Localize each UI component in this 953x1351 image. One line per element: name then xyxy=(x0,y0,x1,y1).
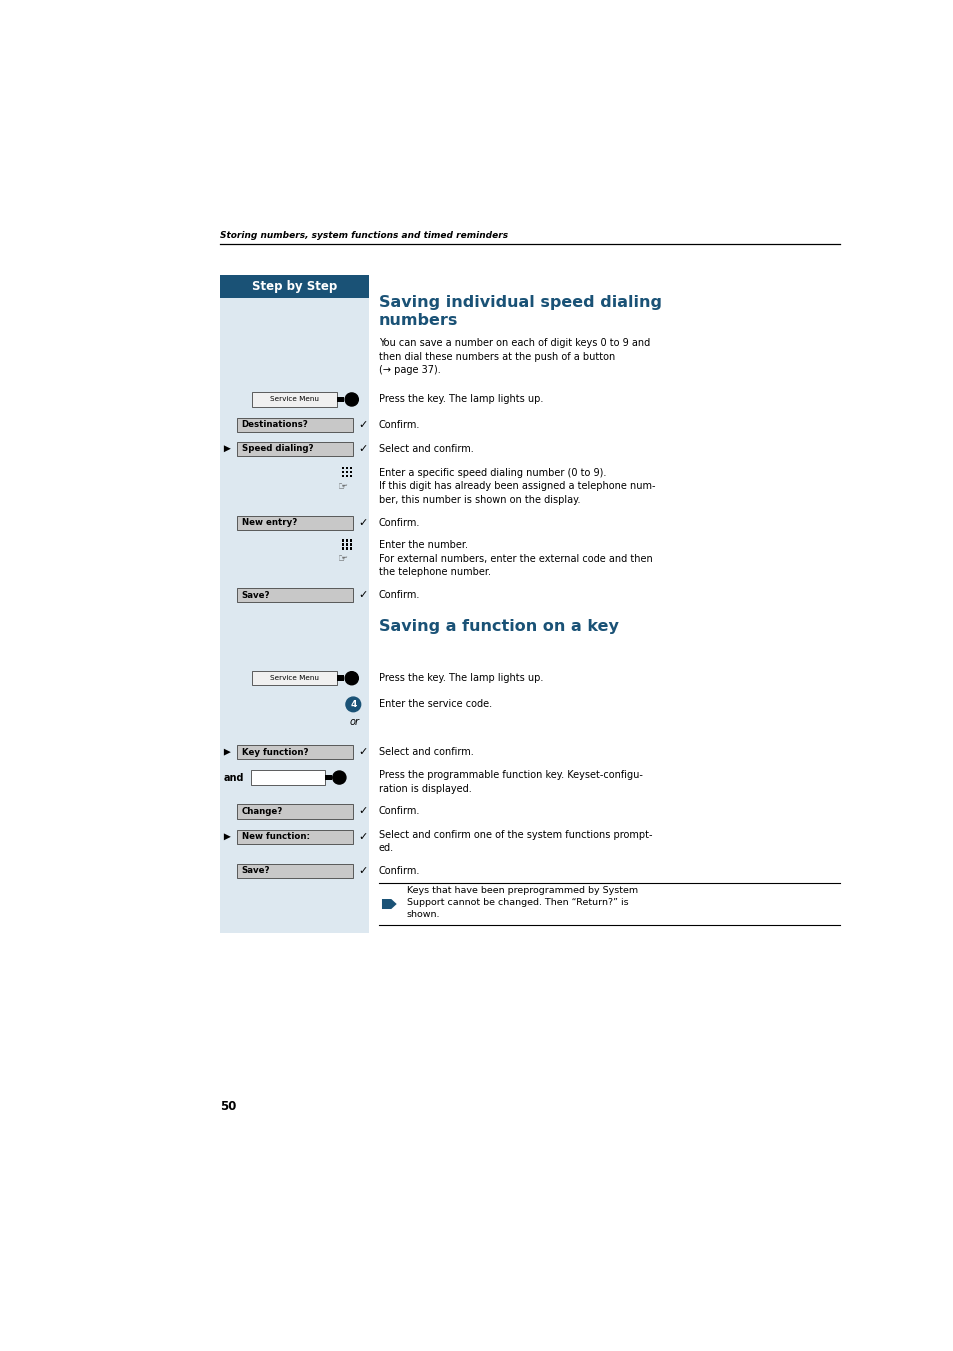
Text: Saving a function on a key: Saving a function on a key xyxy=(378,619,618,634)
Text: Press the key. The lamp lights up.: Press the key. The lamp lights up. xyxy=(378,394,542,404)
FancyBboxPatch shape xyxy=(324,774,332,781)
FancyBboxPatch shape xyxy=(236,516,353,530)
Text: You can save a number on each of digit keys 0 to 9 and
then dial these numbers a: You can save a number on each of digit k… xyxy=(378,339,649,374)
Circle shape xyxy=(333,771,346,784)
FancyBboxPatch shape xyxy=(236,442,353,455)
Circle shape xyxy=(346,697,360,712)
FancyBboxPatch shape xyxy=(236,588,353,603)
Text: Keys that have been preprogrammed by System
Support cannot be changed. Then “Ret: Keys that have been preprogrammed by Sys… xyxy=(406,886,638,919)
Bar xyxy=(349,539,352,542)
Text: Service Menu: Service Menu xyxy=(270,396,318,403)
Bar xyxy=(345,466,348,469)
Text: ✓: ✓ xyxy=(357,590,367,600)
FancyBboxPatch shape xyxy=(236,804,353,819)
Text: Press the key. The lamp lights up.: Press the key. The lamp lights up. xyxy=(378,673,542,684)
Circle shape xyxy=(345,671,358,685)
Text: Confirm.: Confirm. xyxy=(378,420,420,430)
Text: Step by Step: Step by Step xyxy=(252,280,336,293)
Text: Enter a specific speed dialing number (0 to 9).
If this digit has already been a: Enter a specific speed dialing number (0… xyxy=(378,467,655,504)
Text: Saving individual speed dialing
numbers: Saving individual speed dialing numbers xyxy=(378,296,661,328)
Polygon shape xyxy=(224,834,231,840)
Text: Storing numbers, system functions and timed reminders: Storing numbers, system functions and ti… xyxy=(220,231,508,240)
Text: Service Menu: Service Menu xyxy=(270,676,318,681)
Text: New function:: New function: xyxy=(241,832,310,842)
Text: ✓: ✓ xyxy=(357,517,367,528)
Bar xyxy=(341,470,344,473)
Circle shape xyxy=(345,393,358,407)
Polygon shape xyxy=(224,446,231,453)
Bar xyxy=(341,474,344,477)
Text: 50: 50 xyxy=(220,1100,236,1113)
Text: Destinations?: Destinations? xyxy=(241,420,308,430)
Text: ✓: ✓ xyxy=(357,747,367,757)
Text: Select and confirm.: Select and confirm. xyxy=(378,443,473,454)
Text: New entry?: New entry? xyxy=(241,519,296,527)
FancyBboxPatch shape xyxy=(336,676,344,681)
FancyBboxPatch shape xyxy=(236,417,353,432)
Text: Press the programmable function key. Keyset-configu-
ration is displayed.: Press the programmable function key. Key… xyxy=(378,770,642,793)
Text: Select and confirm one of the system functions prompt-
ed.: Select and confirm one of the system fun… xyxy=(378,830,652,852)
Bar xyxy=(349,470,352,473)
FancyArrow shape xyxy=(381,898,396,909)
Bar xyxy=(345,470,348,473)
Bar xyxy=(345,539,348,542)
FancyBboxPatch shape xyxy=(220,297,369,934)
Text: Enter the service code.: Enter the service code. xyxy=(378,700,492,709)
FancyBboxPatch shape xyxy=(336,397,344,403)
Text: ✓: ✓ xyxy=(357,420,367,430)
Bar xyxy=(341,543,344,546)
Text: and: and xyxy=(224,773,244,782)
Text: ✓: ✓ xyxy=(357,807,367,816)
Text: Enter the number.
For external numbers, enter the external code and then
the tel: Enter the number. For external numbers, … xyxy=(378,540,652,577)
Bar xyxy=(345,543,348,546)
Text: ✓: ✓ xyxy=(357,832,367,842)
Text: ☞: ☞ xyxy=(337,482,348,492)
FancyBboxPatch shape xyxy=(236,863,353,878)
Text: Save?: Save? xyxy=(241,866,270,875)
FancyBboxPatch shape xyxy=(251,770,324,785)
Polygon shape xyxy=(224,748,231,755)
FancyBboxPatch shape xyxy=(236,830,353,844)
Text: Select and confirm.: Select and confirm. xyxy=(378,747,473,757)
Bar xyxy=(341,547,344,550)
Text: ✓: ✓ xyxy=(357,866,367,875)
Bar xyxy=(349,466,352,469)
FancyBboxPatch shape xyxy=(220,274,369,297)
FancyBboxPatch shape xyxy=(252,392,336,407)
Text: Change?: Change? xyxy=(241,807,283,816)
Text: 4: 4 xyxy=(350,700,356,709)
Bar xyxy=(345,474,348,477)
Text: Speed dialing?: Speed dialing? xyxy=(241,444,313,453)
Text: Confirm.: Confirm. xyxy=(378,517,420,528)
Bar xyxy=(345,547,348,550)
Text: or: or xyxy=(350,717,359,727)
Text: Save?: Save? xyxy=(241,590,270,600)
Text: Key function?: Key function? xyxy=(241,747,308,757)
Bar xyxy=(349,474,352,477)
Text: ☞: ☞ xyxy=(337,554,348,565)
Text: ✓: ✓ xyxy=(357,443,367,454)
Bar xyxy=(341,466,344,469)
Text: Confirm.: Confirm. xyxy=(378,866,420,875)
FancyBboxPatch shape xyxy=(236,744,353,759)
Text: Confirm.: Confirm. xyxy=(378,590,420,600)
Bar xyxy=(341,539,344,542)
FancyBboxPatch shape xyxy=(252,671,336,685)
Bar xyxy=(349,543,352,546)
Bar xyxy=(349,547,352,550)
Text: Confirm.: Confirm. xyxy=(378,807,420,816)
